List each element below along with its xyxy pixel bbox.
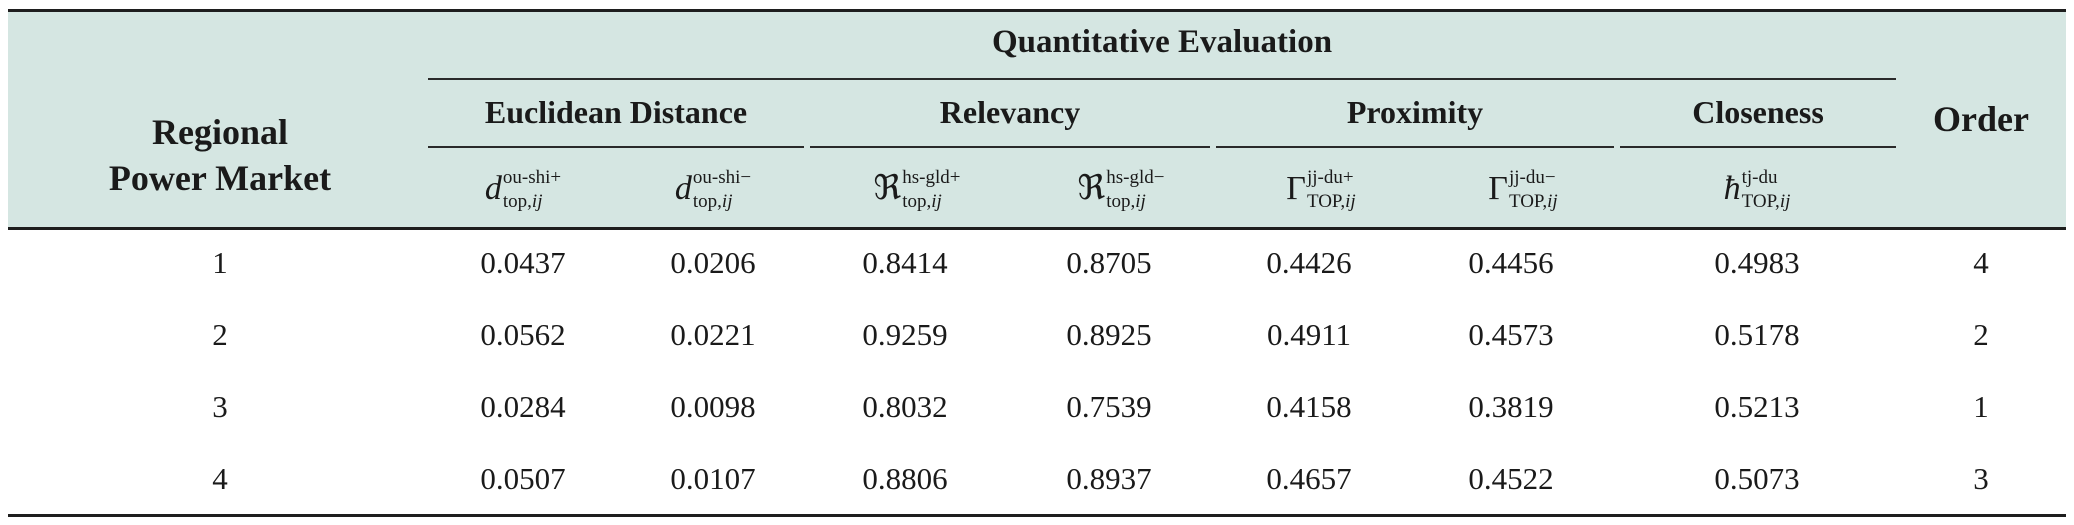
cell-r-minus: 0.7539 — [1066, 389, 1152, 424]
cell-gamma-plus: 0.4426 — [1266, 245, 1352, 280]
bottom-rule — [8, 514, 2066, 517]
table-header-background — [8, 12, 2066, 227]
span-title-underline — [428, 78, 1896, 80]
group-underline-relevancy — [810, 146, 1210, 148]
cell-closeness: 0.5213 — [1714, 389, 1800, 424]
group-header-relevancy: Relevancy — [939, 94, 1081, 130]
cell-order: 1 — [1973, 389, 1989, 424]
cell-r-plus: 0.8806 — [862, 461, 948, 496]
cell-d-plus: 0.0562 — [480, 317, 566, 352]
group-underline-closeness — [1620, 146, 1896, 148]
cell-order: 2 — [1973, 317, 1989, 352]
symbol-header-closeness: ħ tj-du TOP,ij — [1723, 167, 1791, 212]
cell-r-plus: 0.9259 — [862, 317, 948, 352]
cell-closeness: 0.5178 — [1714, 317, 1800, 352]
cell-d-minus: 0.0206 — [670, 245, 756, 280]
cell-gamma-plus: 0.4657 — [1266, 461, 1352, 496]
cell-closeness: 0.4983 — [1714, 245, 1800, 280]
group-underline-euclidean — [428, 146, 804, 148]
cell-gamma-minus: 0.4522 — [1468, 461, 1554, 496]
cell-gamma-minus: 0.4573 — [1468, 317, 1554, 352]
cell-r-plus: 0.8414 — [862, 245, 948, 280]
cell-d-minus: 0.0221 — [670, 317, 756, 352]
cell-r-minus: 0.8937 — [1066, 461, 1152, 496]
header-bottom-rule — [8, 227, 2066, 230]
row-header-line1: Regional — [151, 112, 288, 152]
cell-d-plus: 0.0507 — [480, 461, 566, 496]
order-header: Order — [1933, 99, 2029, 139]
group-underline-proximity — [1216, 146, 1614, 148]
cell-order: 4 — [1973, 245, 1989, 280]
cell-market: 3 — [212, 389, 228, 424]
cell-gamma-plus: 0.4911 — [1266, 317, 1352, 352]
row-header-label: Regional Power Market — [60, 109, 380, 201]
cell-gamma-minus: 0.3819 — [1468, 389, 1554, 424]
symbol-header-d-plus: d ou-shi+ top,ij — [484, 167, 562, 212]
row-header-line2: Power Market — [108, 158, 332, 198]
cell-d-minus: 0.0107 — [670, 461, 756, 496]
group-header-euclidean: Euclidean Distance — [484, 94, 748, 130]
cell-gamma-minus: 0.4456 — [1468, 245, 1554, 280]
cell-closeness: 0.5073 — [1714, 461, 1800, 496]
symbol-header-d-minus: d ou-shi− top,ij — [674, 167, 752, 212]
cell-r-minus: 0.8705 — [1066, 245, 1152, 280]
top-rule — [8, 9, 2066, 12]
cell-d-minus: 0.0098 — [670, 389, 756, 424]
cell-gamma-plus: 0.4158 — [1266, 389, 1352, 424]
cell-order: 3 — [1973, 461, 1989, 496]
group-header-proximity: Proximity — [1346, 94, 1484, 130]
cell-d-plus: 0.0284 — [480, 389, 566, 424]
cell-d-plus: 0.0437 — [480, 245, 566, 280]
cell-market: 1 — [212, 245, 228, 280]
cell-r-minus: 0.8925 — [1066, 317, 1152, 352]
cell-market: 2 — [212, 317, 228, 352]
span-title: Quantitative Evaluation — [991, 24, 1333, 60]
cell-market: 4 — [212, 461, 228, 496]
group-header-closeness: Closeness — [1692, 94, 1824, 130]
cell-r-plus: 0.8032 — [862, 389, 948, 424]
